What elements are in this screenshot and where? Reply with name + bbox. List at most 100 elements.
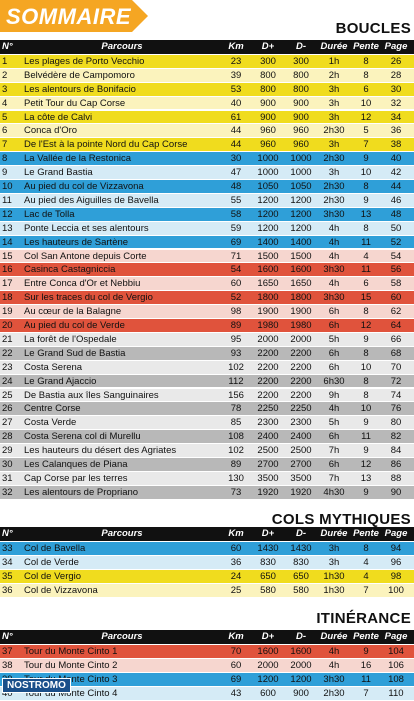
cell-value: 6h: [328, 459, 340, 470]
cell-value: 34: [390, 111, 402, 123]
route-name: Les alentours de Bonifacio: [24, 83, 136, 95]
cell-value: 1200: [257, 674, 279, 685]
cell-value: 11: [361, 431, 371, 443]
table-row: 7 De l'Est à la pointe Nord du Cap Corse 4…: [0, 137, 414, 152]
table-row: 9 Le Grand Bastia 47 1000 1000 3h 10 42: [0, 165, 414, 179]
cell-value: 2300: [290, 417, 312, 429]
cell-value: 8: [363, 389, 369, 401]
cell-value: 2200: [257, 375, 279, 387]
route-name: Au pied du col de Verde: [24, 320, 125, 331]
cell-value: 2700: [290, 459, 312, 470]
cell-value: 2250: [290, 403, 312, 415]
cell-value: 8: [363, 69, 369, 81]
cell-value: 1200: [257, 222, 279, 234]
cell-value: 90: [390, 486, 402, 498]
table-row: 8 La Vallée de la Restonica 30 1000 1000 2h30…: [0, 151, 414, 166]
route-name: Les plages de Porto Vecchio: [24, 55, 145, 67]
cell-value: 25: [230, 585, 242, 596]
cell-value: 32: [2, 486, 13, 498]
cell-value: 8: [363, 347, 369, 359]
cell-value: 48: [390, 208, 402, 220]
cell-value: 2200: [290, 361, 312, 373]
cell-value: 70: [390, 361, 402, 373]
cell-value: 900: [293, 688, 309, 699]
cell-value: 1980: [290, 320, 312, 331]
column-header: Page: [384, 528, 408, 539]
cell-value: 32: [390, 97, 402, 109]
cell-value: 96: [390, 557, 402, 568]
cell-value: 12: [2, 208, 13, 220]
table-row: 12 Lac de Tolla 58 1200 1200 3h30 13 48: [0, 206, 414, 221]
cell-value: 37: [2, 646, 13, 657]
route-name: Le Grand Sud de Bastia: [24, 347, 126, 359]
route-name: Les alentours de Propriano: [24, 486, 139, 498]
cell-value: 300: [293, 55, 309, 67]
column-header: D-: [295, 631, 307, 642]
cell-value: 40: [390, 153, 402, 165]
cell-value: 1430: [257, 543, 279, 554]
cell-value: 53: [230, 83, 242, 95]
cell-value: 3h30: [323, 674, 345, 685]
cell-value: 7h: [328, 472, 340, 484]
column-header: Parcours: [101, 528, 143, 539]
cell-value: 40: [2, 688, 13, 699]
cell-value: 73: [230, 486, 242, 498]
cell-value: 24: [230, 571, 242, 582]
route-name: De l'Est à la pointe Nord du Cap Corse: [24, 139, 188, 151]
cell-value: 1600: [257, 264, 279, 276]
cell-value: 68: [390, 347, 402, 359]
cell-value: 86: [390, 459, 402, 470]
cell-value: 12: [360, 111, 372, 123]
table-row: 1 Les plages de Porto Vecchio 23 300 300 1h 8 2…: [0, 53, 414, 68]
cell-value: 21: [2, 333, 13, 345]
cell-value: 3500: [290, 472, 312, 484]
cell-value: 46: [390, 194, 402, 206]
cell-value: 2000: [257, 333, 279, 345]
cell-value: 2200: [290, 389, 312, 401]
table-row: 40 Tour du Monte Cinto 4 43 600 900 2h30 7 110: [0, 686, 414, 700]
cell-value: 72: [390, 375, 402, 387]
cell-value: 9: [363, 153, 369, 165]
route-name: Centre Corse: [24, 403, 81, 415]
column-header: Pente: [353, 631, 379, 642]
table-row: 17 Entre Conca d'Or et Nebbiu 60 1650 1650 4h…: [0, 276, 414, 291]
cell-value: 2500: [290, 445, 312, 457]
cell-value: 2000: [290, 333, 312, 345]
cell-value: 960: [293, 125, 309, 137]
cell-value: 38: [2, 660, 13, 671]
cell-value: 10: [360, 403, 372, 415]
cell-value: 1920: [257, 486, 279, 498]
column-header: Durée: [320, 631, 348, 642]
cell-value: 9: [363, 445, 369, 457]
cell-value: 4h: [328, 222, 340, 234]
cell-value: 102: [228, 361, 244, 373]
cell-value: 4h: [328, 236, 340, 248]
route-name: Costa Verde: [24, 417, 77, 429]
cell-value: 1920: [290, 486, 312, 498]
cell-value: 4: [363, 250, 369, 262]
cell-value: 10: [360, 167, 372, 179]
route-name: Col de Vizzavona: [24, 585, 98, 596]
cell-value: 1650: [290, 278, 312, 290]
cell-value: 1400: [290, 236, 312, 248]
route-name: Belvédère de Campomoro: [24, 69, 135, 81]
cell-value: 3h30: [323, 208, 345, 220]
column-header: D+: [261, 528, 275, 539]
route-name: Lac de Tolla: [24, 208, 75, 220]
cell-value: 800: [260, 83, 276, 95]
cell-value: 71: [230, 250, 242, 262]
cell-value: 58: [230, 208, 242, 220]
cell-value: 17: [2, 278, 13, 290]
cell-value: 3h30: [323, 264, 345, 276]
cell-value: 6h: [328, 320, 340, 331]
route-name: Les hauteurs de Sartène: [24, 236, 129, 248]
cell-value: 7: [363, 688, 369, 699]
table-row: 15 Col San Antone depuis Corte 71 1500 1500 4…: [0, 248, 414, 263]
cell-value: 130: [228, 472, 244, 484]
cell-value: 108: [228, 431, 244, 443]
column-header: Parcours: [101, 631, 143, 642]
cell-value: 26: [2, 403, 13, 415]
cell-value: 1050: [290, 181, 312, 192]
cell-value: 9h: [328, 389, 340, 401]
cell-value: 69: [230, 674, 242, 685]
